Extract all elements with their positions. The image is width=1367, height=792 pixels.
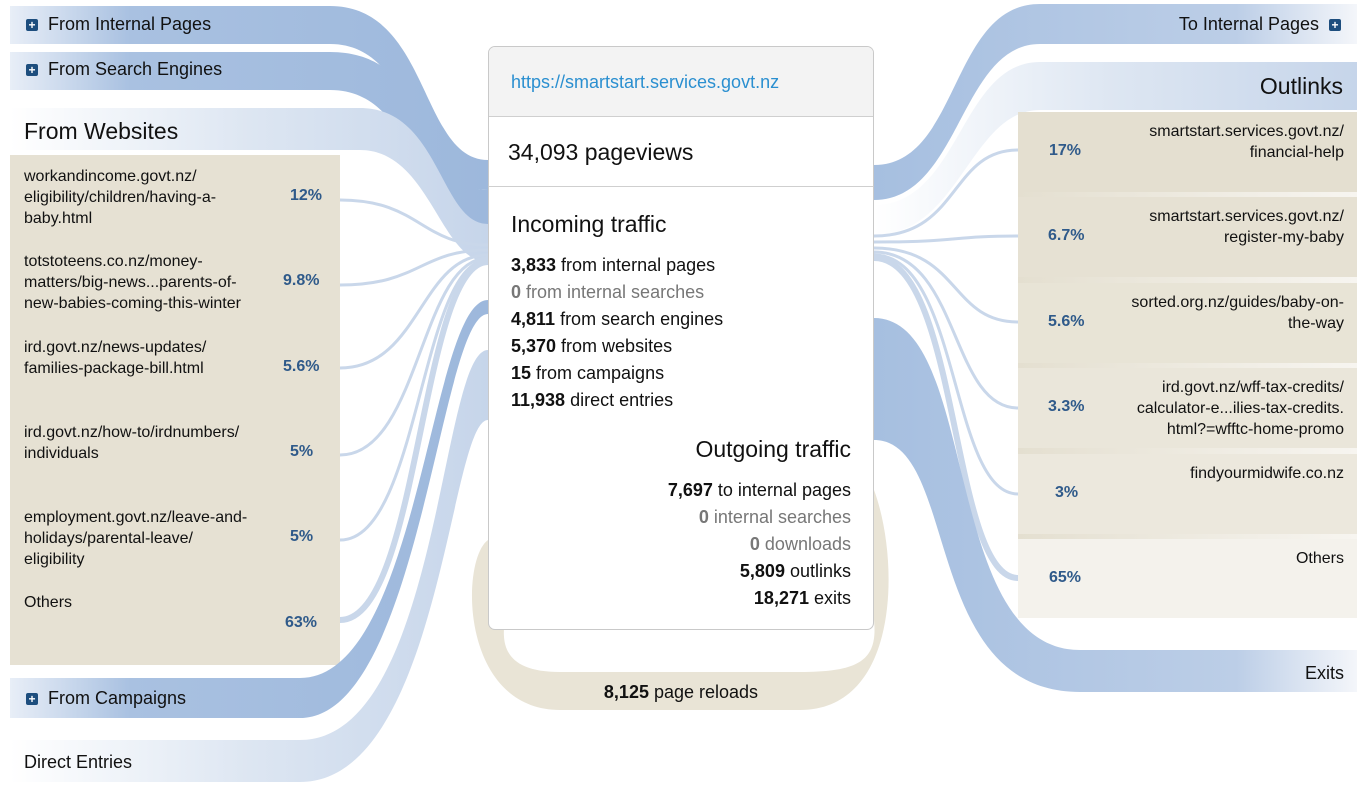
from-search-engines-toggle[interactable]: + From Search Engines	[26, 59, 222, 80]
traffic-label: from internal searches	[521, 282, 705, 302]
outlink-percent: 6.7%	[1048, 227, 1085, 244]
flow-exits	[874, 318, 1357, 692]
flow-to-internal	[874, 4, 1357, 200]
website-referrer-link[interactable]: ird.govt.nz/how-to/irdnumbers/ individua…	[24, 424, 240, 462]
website-referrer-link[interactable]: ird.govt.nz/news-updates/ families-packa…	[24, 339, 207, 377]
incoming-traffic-row: 0 from internal searches	[489, 279, 873, 306]
page-reloads-label: 8,125 page reloads	[603, 682, 759, 702]
flow-search-engines	[10, 52, 488, 224]
outgoing-traffic-row: 0 downloads	[489, 531, 873, 558]
outlinks-heading: Outlinks	[1259, 73, 1343, 99]
incoming-traffic-row: 5,370 from websites	[489, 333, 873, 360]
traffic-value: 0	[698, 507, 709, 527]
website-referrer-link[interactable]: workandincome.govt.nz/ eligibility/child…	[24, 168, 217, 227]
expand-icon[interactable]: +	[1329, 19, 1341, 31]
traffic-value: 5,370	[511, 336, 557, 356]
from-internal-pages-toggle[interactable]: + From Internal Pages	[26, 14, 211, 35]
website-referrer-link[interactable]: totstoteens.co.nz/money- matters/big-new…	[24, 253, 241, 312]
outlink-link[interactable]: ird.govt.nz/wff-tax-credits/ calculator-…	[1136, 379, 1344, 438]
traffic-label: from internal pages	[556, 255, 716, 275]
outlink-link[interactable]: sorted.org.nz/guides/baby-on- the-way	[1131, 294, 1344, 332]
outlink-link[interactable]: smartstart.services.govt.nz/ register-my…	[1149, 208, 1344, 246]
page-summary-card: https://smartstart.services.govt.nz 34,0…	[488, 46, 874, 630]
expand-icon[interactable]: +	[26, 19, 38, 31]
outlink-percent: 3.3%	[1048, 398, 1085, 415]
exits-label: Exits	[1304, 663, 1344, 683]
outlink-link[interactable]: smartstart.services.govt.nz/ financial-h…	[1149, 123, 1344, 161]
website-referrer-percent: 5%	[290, 443, 314, 460]
incoming-traffic-title: Incoming traffic	[511, 211, 667, 237]
incoming-traffic-row: 11,938 direct entries	[489, 387, 873, 414]
website-referrer-link[interactable]: employment.govt.nz/leave-and- holidays/p…	[24, 509, 248, 568]
expand-icon[interactable]: +	[26, 693, 38, 705]
traffic-value: 5,809	[739, 561, 785, 581]
direct-entries-label: Direct Entries	[24, 752, 133, 772]
traffic-label: from campaigns	[531, 363, 665, 383]
outgoing-traffic-row: 18,271 exits	[489, 585, 873, 612]
outlink-percent: 3%	[1055, 484, 1079, 501]
outlink-percent: 65%	[1049, 569, 1082, 586]
website-referrer-link[interactable]: Others	[24, 594, 73, 611]
website-referrer-percent: 5.6%	[283, 358, 320, 375]
outlink-bands	[1018, 112, 1357, 618]
outgoing-traffic-title: Outgoing traffic	[695, 436, 851, 462]
from-websites-heading: From Websites	[24, 118, 179, 144]
pageviews-count: 34,093 pageviews	[489, 117, 873, 187]
outlink-link[interactable]: findyourmidwife.co.nz	[1190, 465, 1344, 482]
traffic-value: 4,811	[511, 309, 556, 329]
traffic-value: 0	[511, 282, 522, 302]
incoming-traffic-row: 4,811 from search engines	[489, 306, 873, 333]
page-reload-loop	[471, 490, 889, 710]
outgoing-traffic-row: 5,809 outlinks	[489, 558, 873, 585]
websites-band	[10, 155, 340, 665]
traffic-label: to internal pages	[712, 480, 851, 500]
flow-outlinks	[874, 62, 1357, 235]
incoming-traffic-row: 3,833 from internal pages	[489, 252, 873, 279]
traffic-value: 7,697	[667, 480, 713, 500]
website-connectors	[339, 198, 489, 623]
traffic-value: 15	[511, 363, 532, 383]
traffic-label: downloads	[759, 534, 851, 554]
traffic-label: direct entries	[565, 390, 674, 410]
outgoing-traffic-row: 7,697 to internal pages	[489, 477, 873, 504]
outlink-connectors	[873, 148, 1019, 581]
outlink-percent: 17%	[1049, 142, 1082, 159]
traffic-value: 11,938	[511, 390, 566, 410]
outlink-percent: 5.6%	[1048, 313, 1085, 330]
traffic-label: from search engines	[555, 309, 724, 329]
outgoing-traffic-list: 7,697 to internal pages 0 internal search…	[489, 477, 873, 612]
traffic-label: internal searches	[708, 507, 851, 527]
page-url-link[interactable]: https://smartstart.services.govt.nz	[489, 47, 873, 117]
outgoing-traffic-section: Outgoing traffic 7,697 to internal pages…	[489, 436, 873, 612]
website-referrer-percent: 5%	[290, 528, 314, 545]
website-referrer-percent: 63%	[285, 614, 318, 631]
traffic-label: exits	[808, 588, 851, 608]
to-internal-pages-toggle[interactable]: To Internal Pages +	[1179, 14, 1341, 35]
expand-icon[interactable]: +	[26, 64, 38, 76]
incoming-traffic-row: 15 from campaigns	[489, 360, 873, 387]
traffic-value: 3,833	[511, 255, 557, 275]
website-referrer-percent: 12%	[290, 187, 323, 204]
traffic-label: from websites	[556, 336, 673, 356]
traffic-label: outlinks	[784, 561, 851, 581]
outgoing-traffic-row: 0 internal searches	[489, 504, 873, 531]
from-campaigns-toggle[interactable]: + From Campaigns	[26, 688, 186, 709]
outlink-link[interactable]: Others	[1295, 550, 1344, 567]
flow-internal-pages	[10, 6, 488, 190]
traffic-value: 18,271	[753, 588, 809, 608]
incoming-traffic-list: 3,833 from internal pages 0 from internal…	[489, 252, 873, 414]
traffic-value: 0	[749, 534, 760, 554]
website-referrer-percent: 9.8%	[283, 272, 320, 289]
flow-websites	[10, 108, 488, 262]
